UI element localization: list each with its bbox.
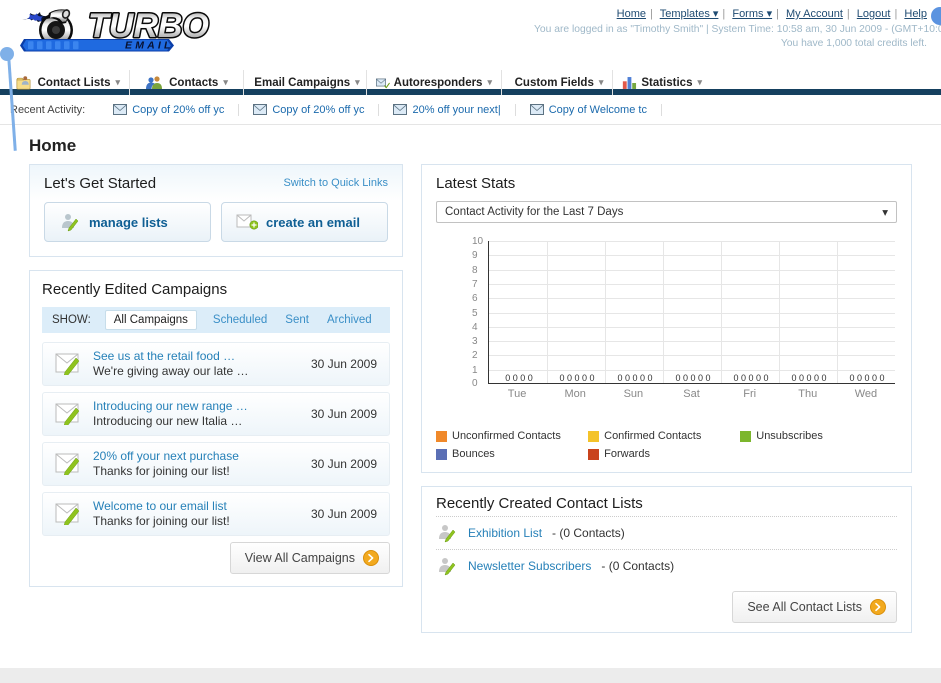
svg-text:EMAIL: EMAIL xyxy=(125,40,174,52)
